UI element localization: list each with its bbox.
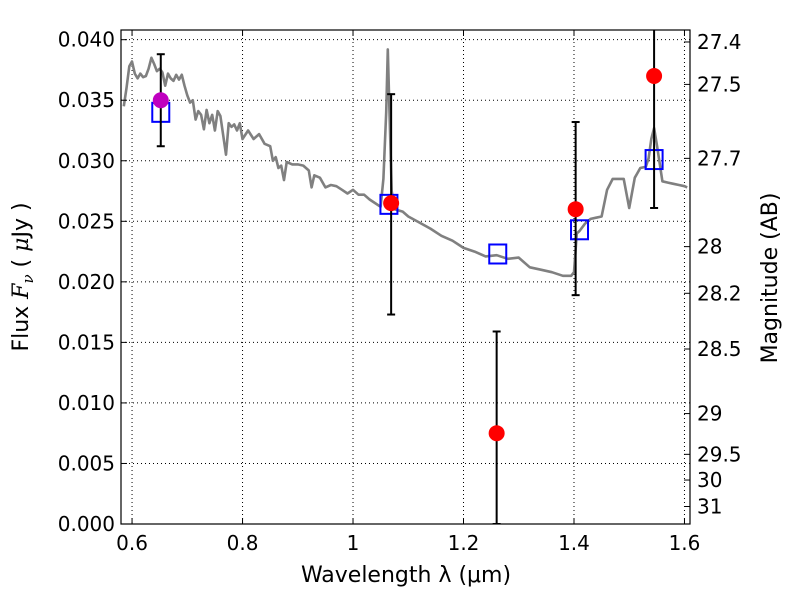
y2-tick-label-31: 31 <box>697 494 722 518</box>
y2-tick-label-27.7: 27.7 <box>697 146 742 170</box>
y-tick-label-0.020: 0.020 <box>58 270 115 294</box>
model-bandpass-square-2 <box>488 243 508 265</box>
y2-tick-label-28: 28 <box>697 235 722 259</box>
y2-tick-label-30: 30 <box>697 468 722 492</box>
observed-point-3 <box>646 68 663 85</box>
observed-point-1 <box>488 425 505 442</box>
y-tick-label-0.015: 0.015 <box>58 330 115 354</box>
y2-tick-label-27.4: 27.4 <box>697 30 742 54</box>
y2-tick-label-29.5: 29.5 <box>697 442 742 466</box>
observed-point-2 <box>567 201 584 218</box>
x-tick-label-1.6: 1.6 <box>669 531 701 555</box>
x-axis-label: Wavelength λ (μm) <box>301 563 511 588</box>
x-tick-label-1.4: 1.4 <box>558 531 590 555</box>
plot-frame <box>120 29 691 525</box>
reference-point-0 <box>152 92 169 109</box>
x-tick-label-1.2: 1.2 <box>448 531 480 555</box>
y-axis-label: Flux Fν ( μJy ) <box>9 202 37 351</box>
y-tick-label-0.025: 0.025 <box>58 209 115 233</box>
y-tick-label-0.010: 0.010 <box>58 391 115 415</box>
model-spectrum-line <box>122 48 688 278</box>
y-tick-label-0.035: 0.035 <box>58 88 115 112</box>
x-tick-label-0.8: 0.8 <box>227 531 259 555</box>
y-tick-label-0.005: 0.005 <box>58 451 115 475</box>
y2-axis-label: Magnitude (AB) <box>758 193 783 364</box>
y2-tick-label-28.2: 28.2 <box>697 281 742 305</box>
plot-area <box>122 30 688 524</box>
y-tick-label-0.000: 0.000 <box>58 512 115 536</box>
y-tick-label-0.030: 0.030 <box>58 149 115 173</box>
y-tick-label-0.040: 0.040 <box>58 28 115 52</box>
x-tick-label-0.6: 0.6 <box>116 531 148 555</box>
observed-point-0 <box>383 195 400 212</box>
y2-tick-label-27.5: 27.5 <box>697 72 742 96</box>
model-bandpass-square-3 <box>570 219 590 241</box>
y2-tick-label-28.5: 28.5 <box>697 337 742 361</box>
y2-tick-label-29: 29 <box>697 402 722 426</box>
axes: 0.6 0.8 1 1.2 1.4 1.6 0.000 0.005 0.010 0.015 0.02… <box>58 28 742 555</box>
x-tick-label-1: 1 <box>347 531 360 555</box>
